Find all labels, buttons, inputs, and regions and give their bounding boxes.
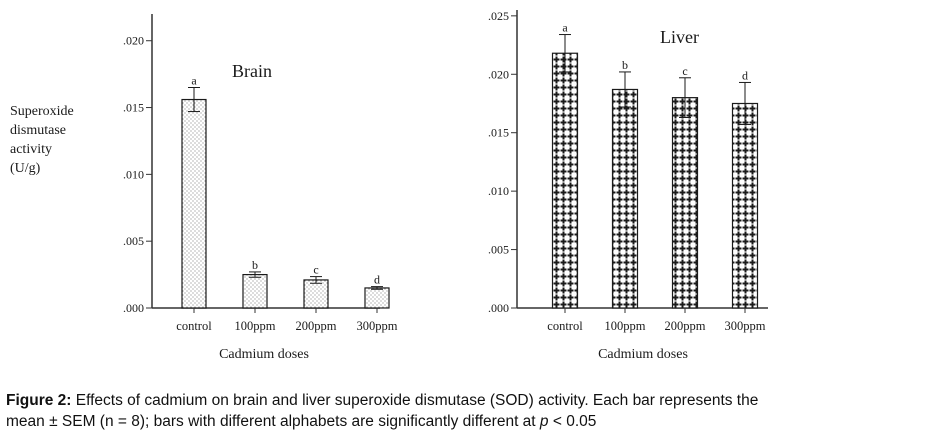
liver-y-tick-label: .020: [488, 67, 509, 81]
caption-line2-end: < 0.05: [548, 413, 597, 430]
liver-y-tick-label: .025: [488, 9, 509, 23]
brain-y-axis-label-line: dismutase: [10, 123, 66, 138]
brain-chart: .000 .005 .010 .015 .020 a control b 100ppm c 200p…: [10, 14, 398, 362]
brain-y-tick-label: .000: [123, 301, 144, 315]
figure-caption: Figure 2: Effects of cadmium on brain an…: [6, 390, 946, 432]
brain-y-tick-label: .005: [123, 234, 144, 248]
liver-significance-letter: c: [682, 64, 687, 78]
liver-significance-letter: d: [742, 68, 748, 82]
brain-x-axis-label: Cadmium doses: [219, 347, 309, 362]
brain-y-tick-label: .020: [123, 34, 144, 48]
brain-significance-letter: c: [313, 263, 318, 277]
brain-bar: [181, 98, 207, 309]
liver-bar: [671, 97, 699, 309]
liver-category-label: control: [547, 319, 583, 333]
brain-category-label: 100ppm: [235, 319, 276, 333]
liver-chart: .000 .005 .010 .015 .020 .025 a control b 100ppm c…: [488, 9, 768, 362]
brain-category-label: control: [176, 319, 212, 333]
brain-category-label: 300ppm: [357, 319, 398, 333]
brain-bar: [364, 287, 390, 309]
liver-category-label: 300ppm: [725, 319, 766, 333]
brain-significance-letter: a: [191, 74, 197, 88]
brain-y-axis-label-line: Superoxide: [10, 104, 74, 119]
liver-category-label: 200ppm: [665, 319, 706, 333]
caption-p: p: [539, 413, 549, 430]
brain-significance-letter: b: [252, 258, 258, 272]
liver-y-tick-label: .015: [488, 126, 509, 140]
liver-significance-letter: b: [622, 58, 628, 72]
caption-line2: mean ± SEM (n = 8); bars with different …: [6, 413, 540, 430]
caption-line1: Effects of cadmium on brain and liver su…: [71, 392, 759, 409]
brain-y-axis-label-line: (U/g): [10, 161, 41, 176]
brain-bar: [242, 273, 268, 309]
brain-y-tick-label: .010: [123, 167, 144, 181]
liver-y-tick-label: .005: [488, 243, 509, 257]
brain-y-tick-label: .015: [123, 101, 144, 115]
brain-category-label: 200ppm: [296, 319, 337, 333]
liver-significance-letter: a: [562, 21, 568, 35]
liver-y-tick-label: .010: [488, 184, 509, 198]
liver-y-tick-label: .000: [488, 301, 509, 315]
brain-bar: [303, 279, 329, 309]
brain-y-axis-label-line: activity: [10, 142, 52, 157]
brain-chart-title: Brain: [232, 61, 272, 81]
liver-bar: [611, 88, 639, 309]
liver-bar: [731, 102, 759, 309]
brain-significance-letter: d: [374, 273, 380, 287]
liver-bar: [551, 52, 579, 309]
liver-x-axis-label: Cadmium doses: [598, 347, 688, 362]
liver-chart-title: Liver: [660, 27, 699, 47]
caption-label: Figure 2:: [6, 392, 72, 409]
liver-category-label: 100ppm: [605, 319, 646, 333]
